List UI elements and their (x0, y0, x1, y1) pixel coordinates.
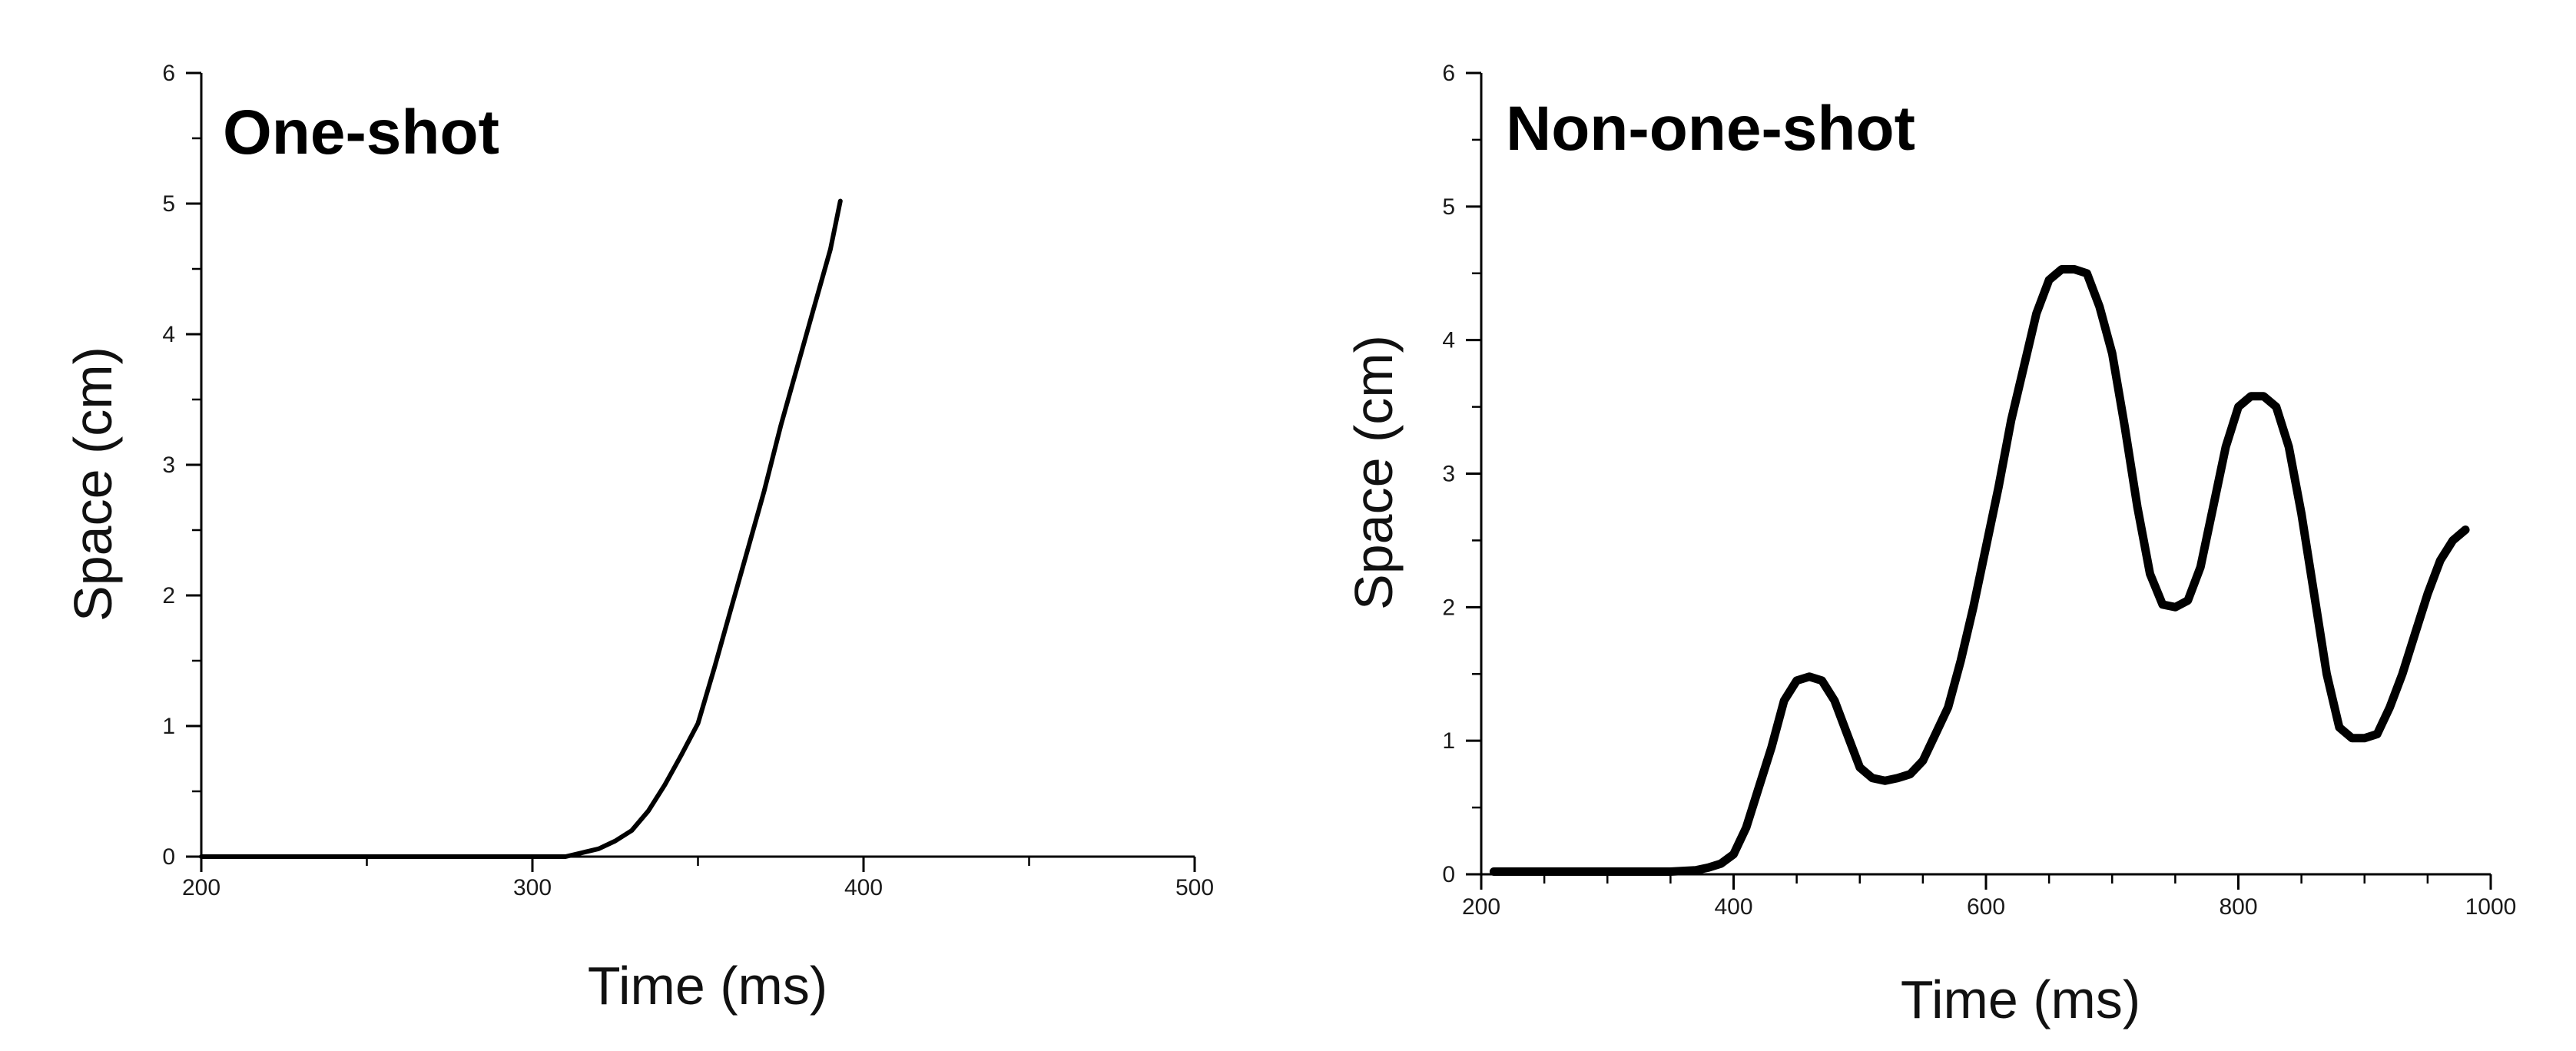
x-tick-label: 200 (1462, 894, 1500, 920)
y-tick-label: 6 (162, 61, 175, 86)
y-tick-label: 1 (1442, 728, 1455, 754)
y-tick-label: 3 (162, 453, 175, 478)
x-axis-label: Time (ms) (1901, 970, 2140, 1029)
axis-ticks (186, 71, 1196, 872)
y-tick-label: 2 (1442, 595, 1455, 620)
series-line (199, 198, 843, 859)
x-tick-label: 500 (1175, 875, 1214, 900)
y-tick-label: 0 (162, 844, 175, 870)
x-tick-label: 600 (1967, 894, 2005, 920)
x-tick-label: 400 (844, 875, 883, 900)
y-tick-label: 0 (1442, 862, 1455, 887)
x-tick-label: 1000 (2465, 894, 2517, 920)
tick-labels: 200 300 400 500 0 1 2 3 4 5 6 (162, 61, 1214, 900)
y-axis-label: Space (cm) (1344, 335, 1404, 610)
panel-title: One-shot (223, 98, 499, 167)
y-tick-label: 5 (162, 191, 175, 217)
x-tick-label: 300 (513, 875, 552, 900)
y-tick-label: 4 (162, 322, 175, 347)
y-tick-label: 6 (1442, 61, 1455, 86)
y-tick-label: 2 (162, 583, 175, 608)
series-line (1489, 265, 2470, 876)
y-tick-label: 5 (1442, 194, 1455, 220)
y-axis-label: Space (cm) (63, 346, 123, 622)
x-axis-label: Time (ms) (588, 956, 827, 1016)
y-tick-label: 1 (162, 714, 175, 739)
y-tick-label: 3 (1442, 462, 1455, 487)
panel-title: Non-one-shot (1506, 94, 1915, 164)
tick-labels: 200 400 600 800 1000 0 1 2 3 4 5 6 (1442, 61, 2516, 920)
non-one-shot-panel: 200 400 600 800 1000 0 1 2 3 4 5 6 Non-one-shot Tim… (1344, 61, 2516, 1029)
one-shot-panel: 200 300 400 500 0 1 2 3 4 5 6 One-shot Time (ms) S… (63, 61, 1214, 1016)
x-tick-label: 400 (1714, 894, 1752, 920)
x-tick-label: 200 (182, 875, 220, 900)
y-tick-label: 4 (1442, 328, 1455, 353)
axis-ticks (1466, 71, 2492, 890)
x-tick-label: 800 (2219, 894, 2257, 920)
